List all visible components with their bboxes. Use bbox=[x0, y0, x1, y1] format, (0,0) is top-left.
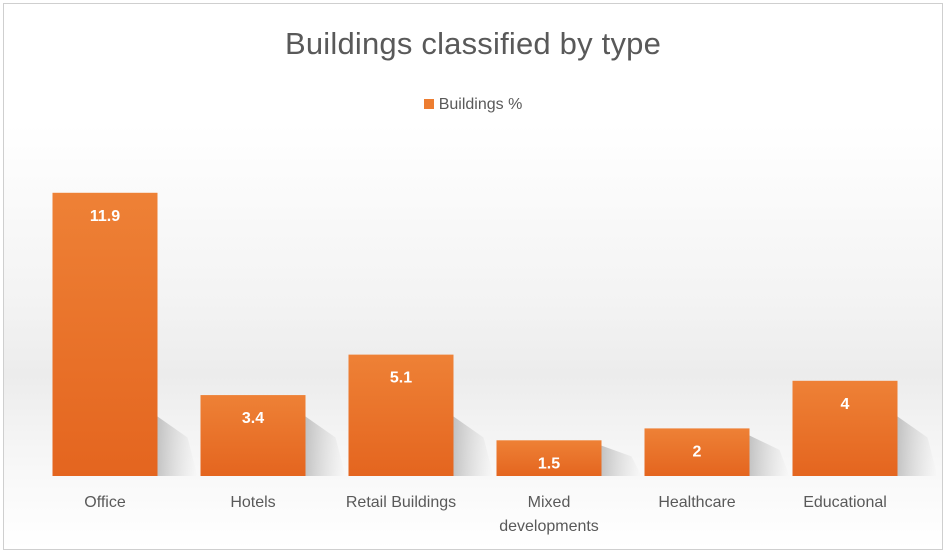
data-label: 1.5 bbox=[538, 455, 560, 472]
bar-chart-plot: 11.9 3.4 5.1 1.5 2 4 Office Hotels Retail Build… bbox=[52, 192, 938, 535]
chart-title: Buildings classified by type bbox=[284, 26, 662, 61]
category-label: Educational bbox=[803, 494, 887, 511]
chart-frame: Buildings classified by type Buildings %… bbox=[3, 3, 943, 550]
legend-label: Buildings % bbox=[438, 96, 523, 113]
bar-healthcare[interactable] bbox=[644, 428, 750, 476]
category-label: Mixed developments bbox=[499, 494, 599, 535]
legend: Buildings % bbox=[4, 96, 942, 114]
bar-educational[interactable] bbox=[792, 380, 898, 476]
bars-group bbox=[52, 192, 898, 476]
bar-shadow bbox=[897, 416, 938, 476]
data-label: 11.9 bbox=[90, 208, 120, 225]
bar-shadow bbox=[157, 416, 198, 476]
bar-hotels[interactable] bbox=[200, 395, 306, 476]
data-labels-group: 11.9 3.4 5.1 1.5 2 4 bbox=[90, 208, 850, 473]
legend-swatch bbox=[423, 99, 434, 109]
category-label: Hotels bbox=[230, 494, 275, 511]
data-label: 3.4 bbox=[242, 410, 264, 427]
bar-shadows bbox=[157, 416, 938, 476]
bar-shadow bbox=[749, 435, 790, 476]
bar-office[interactable] bbox=[52, 192, 158, 476]
bar-shadow bbox=[453, 416, 494, 476]
bar-shadow bbox=[601, 445, 642, 476]
category-labels-group: Office Hotels Retail Buildings Mixed develop… bbox=[84, 494, 887, 535]
data-label: 4 bbox=[841, 396, 850, 413]
bar-shadow bbox=[305, 416, 346, 476]
data-label: 5.1 bbox=[390, 370, 412, 387]
category-label: Healthcare bbox=[658, 494, 735, 511]
category-label: Office bbox=[84, 494, 126, 511]
bar-mixed-developments[interactable] bbox=[496, 440, 602, 476]
data-label: 2 bbox=[693, 443, 702, 460]
category-label: Retail Buildings bbox=[346, 494, 456, 511]
bar-retail-buildings[interactable] bbox=[348, 354, 454, 476]
